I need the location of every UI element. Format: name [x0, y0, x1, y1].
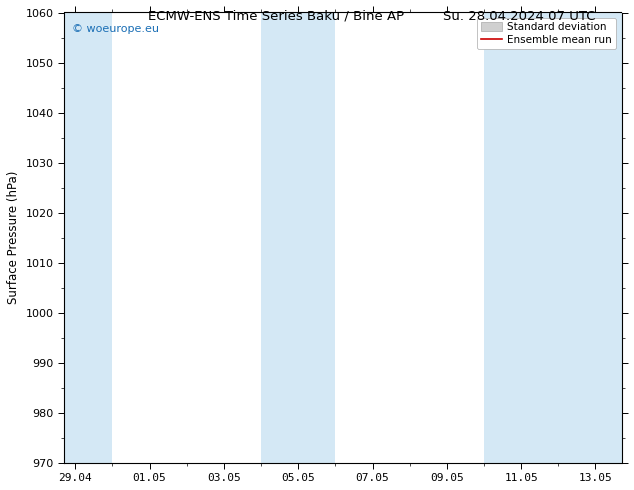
Bar [261, 13, 335, 463]
Bar [484, 13, 621, 463]
Text: ECMW-ENS Time Series Baku / Bine AP: ECMW-ENS Time Series Baku / Bine AP [148, 10, 404, 23]
Text: Su. 28.04.2024 07 UTC: Su. 28.04.2024 07 UTC [443, 10, 595, 23]
Bar [64, 13, 112, 463]
Text: © woeurope.eu: © woeurope.eu [72, 24, 159, 34]
Legend: Standard deviation, Ensemble mean run: Standard deviation, Ensemble mean run [477, 18, 616, 49]
Y-axis label: Surface Pressure (hPa): Surface Pressure (hPa) [7, 171, 20, 304]
